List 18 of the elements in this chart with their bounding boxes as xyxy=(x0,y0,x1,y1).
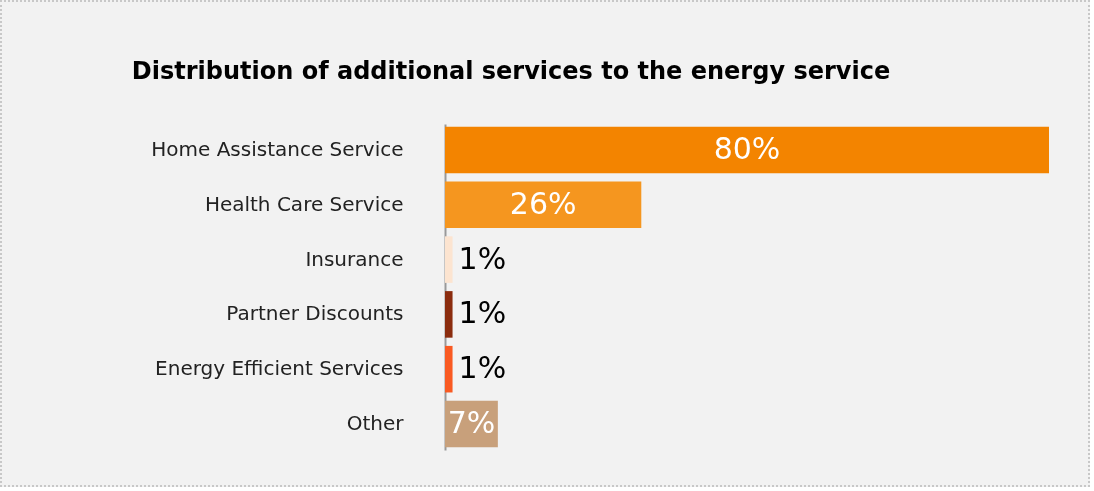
y-tick-label: Partner Discounts xyxy=(226,301,404,326)
data-label: 26% xyxy=(509,185,577,221)
data-label: 7% xyxy=(447,404,496,440)
data-label: 1% xyxy=(458,350,507,386)
y-tick-label: Home Assistance Service xyxy=(151,137,404,162)
y-tick-label: Health Care Service xyxy=(204,191,404,216)
data-label: 1% xyxy=(458,295,507,331)
y-tick-label: Insurance xyxy=(305,246,404,271)
bar xyxy=(445,345,453,393)
bar xyxy=(445,291,453,338)
bar xyxy=(445,236,453,283)
chart-title: Distribution of additional services to the energy service xyxy=(131,57,891,85)
y-tick-label: Energy Efficient Services xyxy=(155,356,404,381)
bar xyxy=(445,126,1049,174)
y-tick-label: Other xyxy=(346,410,405,435)
data-label: 80% xyxy=(713,131,781,167)
data-label: 1% xyxy=(458,240,507,276)
bar xyxy=(445,181,642,229)
